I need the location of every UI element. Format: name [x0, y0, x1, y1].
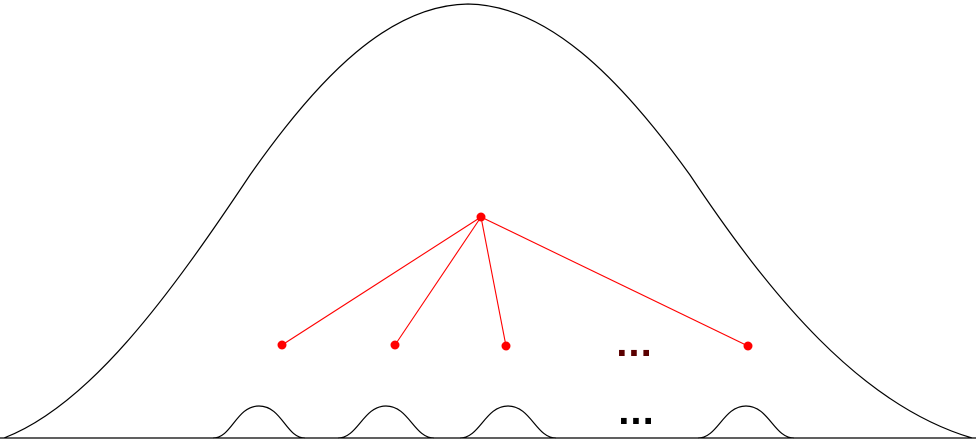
edge-root-to-child-node-1 [281, 216, 482, 346]
small-bump-4 [697, 405, 795, 439]
small-bump-2 [337, 405, 435, 439]
root-node [476, 212, 486, 222]
child-node-3 [501, 341, 511, 351]
lower-ellipsis: ... [618, 394, 654, 432]
edge-root-to-child-node-4 [480, 216, 749, 347]
large-bell-curve [3, 3, 973, 439]
edge-root-to-child-node-3 [480, 216, 507, 347]
small-bump-3 [459, 405, 557, 439]
edge-root-to-child-node-2 [394, 216, 482, 346]
tree-nodes [277, 212, 753, 351]
upper-ellipsis: ... [616, 326, 652, 364]
child-node-2 [390, 340, 400, 350]
child-node-4 [743, 341, 753, 351]
small-bump-1 [212, 405, 306, 439]
tree-edges [281, 216, 749, 347]
child-node-1 [277, 340, 287, 350]
